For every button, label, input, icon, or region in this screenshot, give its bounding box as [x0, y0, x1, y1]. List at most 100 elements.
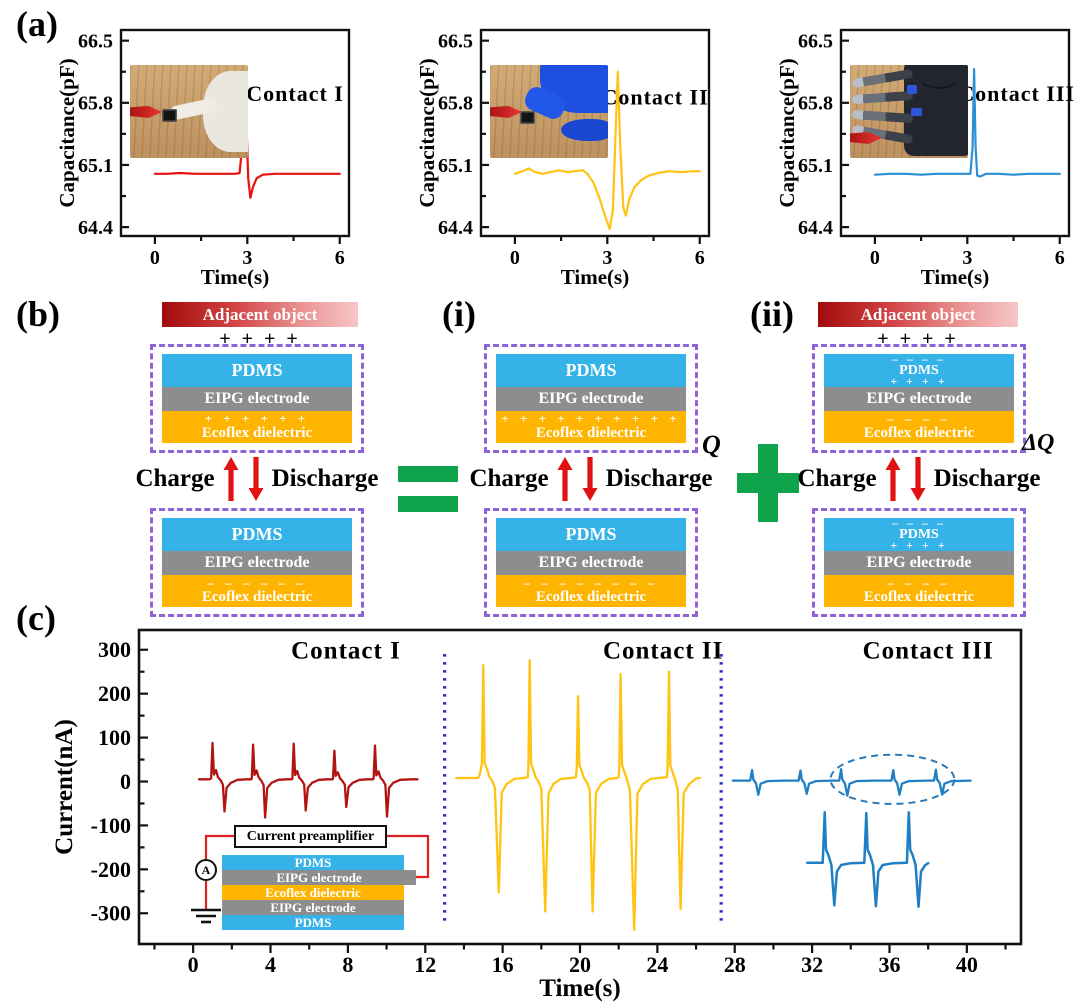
capacitance-chart-contact-1: 0 3 6 66.5 65.8 65.1 64.4 Time(s) Capacitance(pF… [58, 20, 358, 294]
series-contact-iii-magnified [806, 811, 930, 908]
stack-i-bottom: PDMS EIPG electrode – – – – – – – – Ecof… [484, 508, 698, 617]
highlight-ellipse [829, 753, 956, 805]
ground-symbol-icon [191, 908, 221, 924]
svg-text:65.1: 65.1 [78, 155, 113, 177]
svg-text:Capacitance(pF): Capacitance(pF) [418, 58, 439, 207]
svg-text:Contact II: Contact II [603, 638, 723, 665]
inset-photo-glove-press [490, 65, 608, 158]
ecoflex-dielectric-layer: – – – – – – – – Ecoflex dielectric [496, 575, 686, 607]
svg-text:64.4: 64.4 [798, 217, 833, 239]
svg-text:16: 16 [492, 952, 514, 977]
ecoflex-dielectric-layer: – – – – – – Ecoflex dielectric [162, 575, 352, 607]
adjacent-object-bar: Adjacent object [162, 302, 358, 327]
glove-thumb [560, 118, 608, 142]
discharge-arrow-down-icon [910, 457, 926, 501]
panel-c-label: (c) [16, 598, 56, 638]
panel-ii-label: (ii) [750, 294, 794, 334]
q-charge-label: Q [702, 430, 721, 459]
svg-text:Time(s): Time(s) [201, 265, 269, 289]
pdms-layer: PDMS [222, 915, 404, 930]
stack-ii-bottom: – – – – PDMS + + + + EIPG electrode – – … [812, 508, 1026, 617]
series-contact-iii [873, 67, 1061, 178]
series-contact-ii [513, 70, 701, 230]
delta-q-charge-label: ΔQ [1022, 430, 1055, 456]
adjacent-object-label: Adjacent object [860, 304, 976, 324]
svg-text:36: 36 [878, 952, 900, 977]
charge-discharge-row-b: Charge Discharge [112, 456, 402, 502]
sensor-device [161, 108, 178, 122]
svg-text:Time(s): Time(s) [539, 975, 620, 1002]
eipg-label: EIPG electrode [538, 554, 644, 571]
ecoflex-charges: – – – – – – [207, 574, 307, 590]
plus-symbol [737, 444, 799, 522]
svg-text:65.1: 65.1 [798, 155, 833, 177]
stack-b-bottom: PDMS EIPG electrode – – – – – – Ecoflex … [150, 508, 364, 617]
eipg-label: EIPG electrode [204, 554, 310, 571]
ecoflex-charges: – – – – – – – – [523, 574, 659, 590]
svg-text:Time(s): Time(s) [561, 265, 629, 289]
svg-text:-100: -100 [91, 813, 131, 838]
eipg-label: EIPG electrode [866, 390, 972, 407]
charge-discharge-row-i: Charge Discharge [446, 456, 736, 502]
eipg-label: EIPG electrode [204, 390, 310, 407]
svg-text:300: 300 [98, 637, 131, 662]
svg-text:3: 3 [962, 247, 972, 269]
pdms-label: PDMS [231, 524, 283, 544]
capacitance-contact-1-svg: 0 3 6 66.5 65.8 65.1 64.4 Time(s) Capacitance(pF… [58, 28, 351, 289]
ammeter-symbol: A [195, 859, 217, 881]
current-preamplifier-box: Current preamplifier [234, 825, 387, 848]
svg-text:Time(s): Time(s) [921, 265, 989, 289]
svg-text:32: 32 [801, 952, 823, 977]
eipg-electrode-layer: EIPG electrode [222, 870, 416, 885]
eipg-label: EIPG electrode [866, 554, 972, 571]
inset-photo-robotic-hand [850, 65, 968, 158]
red-alligator-clip [490, 105, 522, 118]
pdms-label: PDMS [231, 360, 283, 380]
capacitance-contact-3-svg: 0 3 6 66.5 65.8 65.1 64.4 Time(s) Capacitance(pF… [778, 28, 1074, 289]
svg-text:40: 40 [956, 952, 978, 977]
robot-wire [916, 65, 961, 90]
pdms-induced-plus: + + + + [890, 374, 948, 388]
charge-label: Charge [135, 465, 215, 492]
discharge-arrow-down-icon [582, 457, 598, 501]
ecoflex-charges: + + + + + + + + + + + + [482, 410, 700, 426]
series-contact-ii [455, 659, 702, 932]
circuit-wires [191, 834, 430, 924]
svg-text:66.5: 66.5 [798, 30, 833, 52]
svg-text:Current(nA): Current(nA) [54, 719, 78, 855]
svg-text:-200: -200 [91, 857, 131, 882]
eipg-electrode-layer: EIPG electrode [162, 551, 352, 575]
eipg-electrode-layer: EIPG electrode [162, 387, 352, 411]
svg-text:64.4: 64.4 [438, 217, 473, 239]
ecoflex-label: Ecoflex dielectric [863, 424, 975, 441]
ecoflex-dielectric-layer: Ecoflex dielectric [222, 885, 404, 900]
panel-a-label: (a) [16, 4, 58, 44]
discharge-label: Discharge [271, 465, 379, 492]
ecoflex-dielectric-layer: – – – – Ecoflex dielectric [824, 411, 1014, 443]
svg-text:24: 24 [646, 952, 668, 977]
ecoflex-label: Ecoflex dielectric [535, 424, 647, 441]
pdms-label: PDMS [899, 363, 939, 378]
red-alligator-clip [850, 131, 882, 145]
charge-arrow-up-icon [223, 457, 239, 501]
pdms-layer: – – – – PDMS + + + + [824, 516, 1014, 551]
red-alligator-clip [130, 105, 162, 118]
current-time-chart: 0 4 8 12 16 20 24 28 32 36 40 300 200 100 0 -100 -200 -30… [54, 614, 1066, 1002]
svg-text:20: 20 [569, 952, 591, 977]
svg-text:66.5: 66.5 [438, 30, 473, 52]
sensor-device [519, 110, 535, 124]
svg-text:64.4: 64.4 [78, 217, 113, 239]
svg-text:-300: -300 [91, 901, 131, 926]
svg-text:Contact II: Contact II [601, 85, 708, 110]
panel-b-label: (b) [16, 294, 60, 334]
pdms-layer: PDMS [496, 518, 686, 551]
pdms-layer: – – – – PDMS + + + + [824, 352, 1014, 388]
svg-text:65.8: 65.8 [78, 93, 113, 115]
svg-text:Contact I: Contact I [291, 638, 401, 665]
pdms-induced-minus: – – – – [892, 352, 946, 366]
svg-text:65.8: 65.8 [438, 93, 473, 115]
pdms-induced-minus: – – – – [892, 516, 946, 530]
svg-text:8: 8 [342, 952, 353, 977]
capacitance-chart-contact-2: 0 3 6 66.5 65.8 65.1 64.4 Time(s) Capacitance(pF… [418, 20, 718, 294]
